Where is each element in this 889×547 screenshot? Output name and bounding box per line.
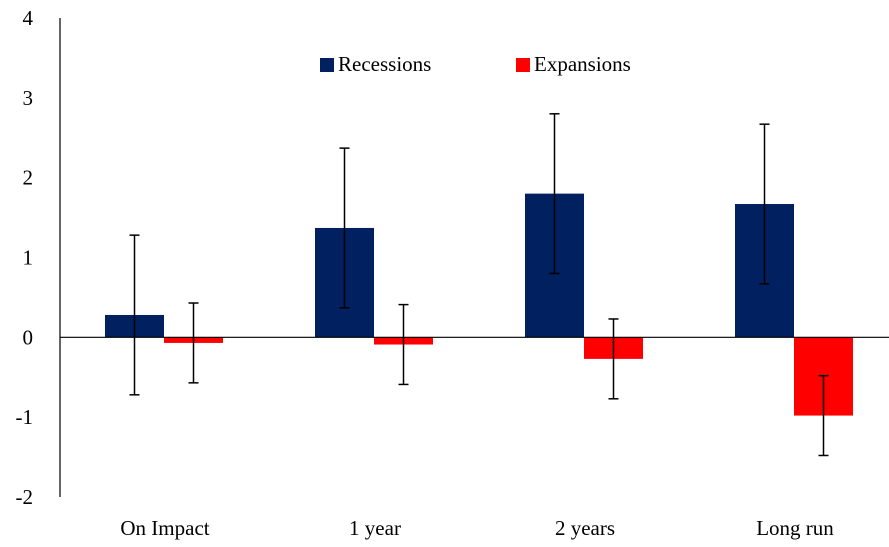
error-bar-recessions-2 [339,147,350,309]
x-tick-label-1: On Impact [120,516,209,540]
error-bars-layer [129,113,829,457]
legend-label-expansions: Expansions [534,52,631,76]
error-bar-expansions-1 [188,302,199,384]
y-tick-label-5: 0 [23,325,34,349]
legend: Recessions Expansions [320,52,631,76]
legend-swatch-recessions [320,58,334,72]
y-tick-label-3: 2 [23,166,34,190]
y-tick-label-2: 3 [23,86,34,110]
bars-layer [105,193,853,416]
error-bar-recessions-4 [759,123,770,285]
y-tick-label-7: -2 [16,485,34,509]
legend-swatch-expansions [516,58,530,72]
error-bar-expansions-4 [818,374,829,457]
error-bar-expansions-3 [608,318,619,400]
tick-labels-layer: On Impact 1 year 2 years Long run 4 3 2 1 0 -1 -2 [16,6,835,540]
y-tick-label-4: 1 [23,246,34,270]
y-tick-label-6: -1 [16,405,34,429]
error-bar-recessions-1 [129,234,140,396]
legend-label-recessions: Recessions [338,52,431,76]
x-tick-label-3: 2 years [555,516,615,540]
axes-layer [59,18,889,497]
x-tick-label-4: Long run [756,516,834,540]
error-bar-recessions-3 [549,113,560,275]
error-bar-expansions-2 [398,303,409,386]
x-tick-label-2: 1 year [349,516,401,540]
y-tick-label-1: 4 [23,6,34,30]
